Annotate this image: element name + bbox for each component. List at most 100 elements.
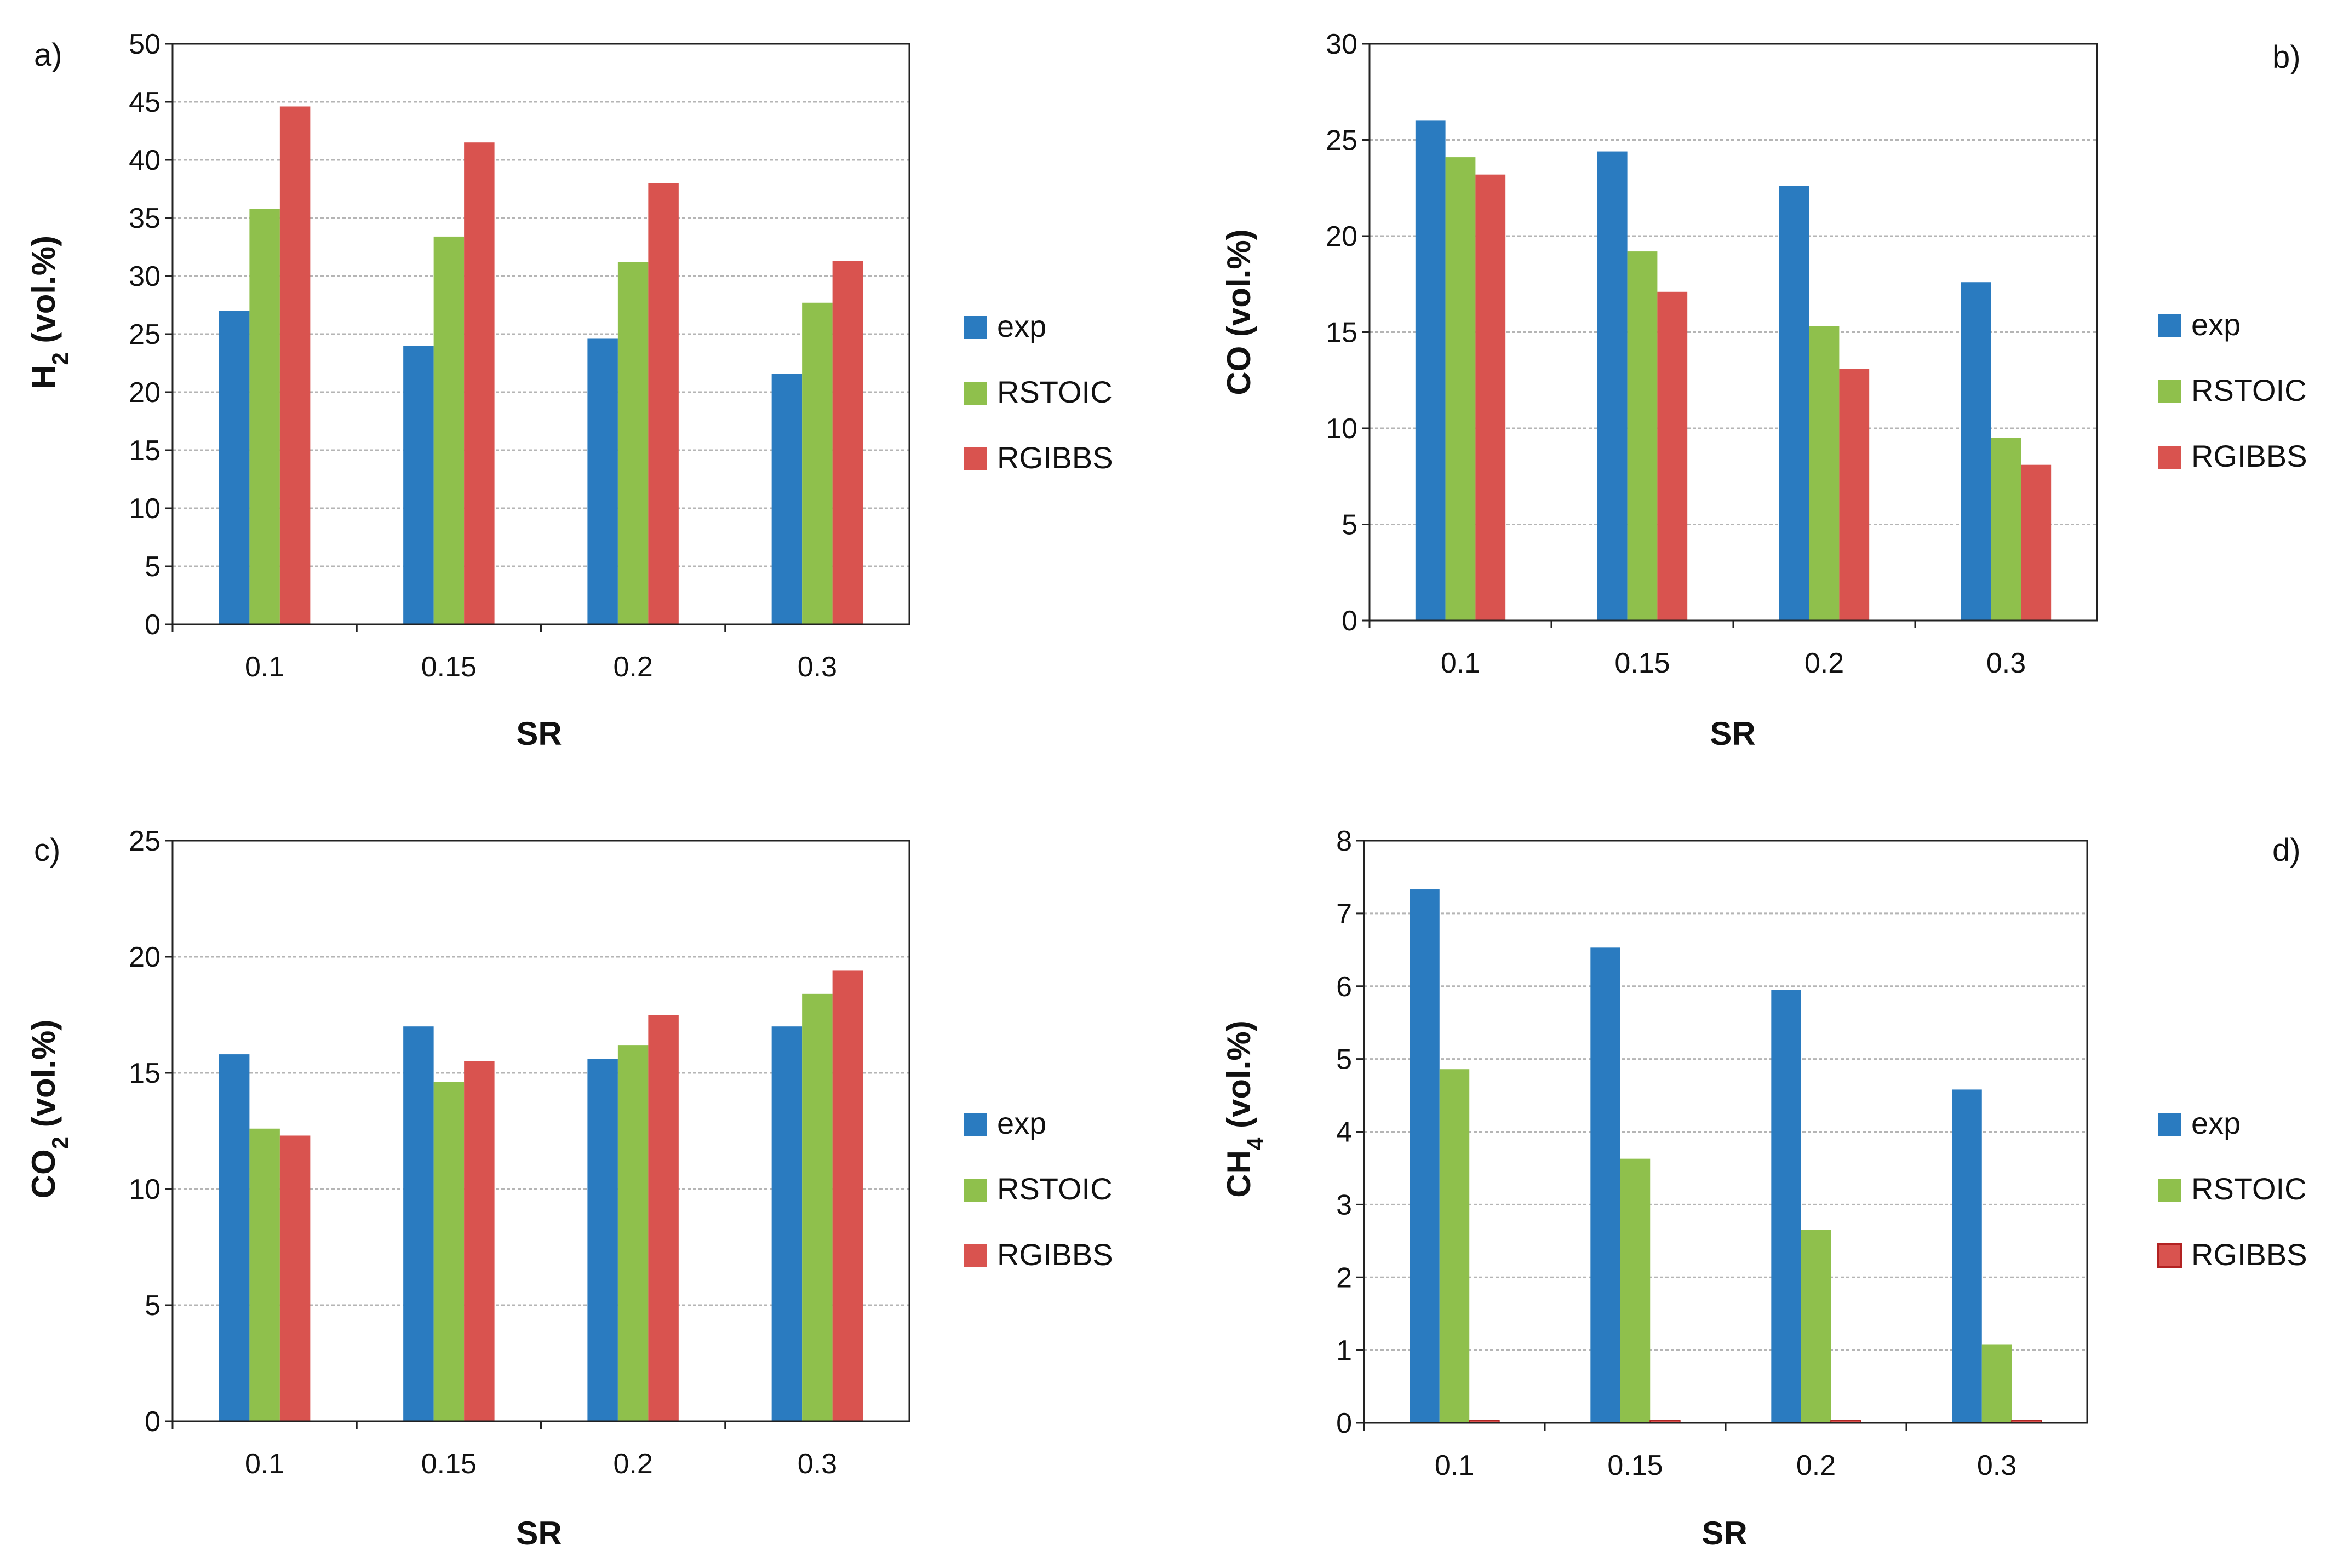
y-tick-label: 15 bbox=[1326, 317, 1357, 349]
bar-rstoic-0.2 bbox=[617, 1045, 649, 1421]
x-tick-label: 0.2 bbox=[613, 651, 652, 683]
bar-exp-0.15 bbox=[403, 346, 434, 624]
legend-label-rstoic: RSTOIC bbox=[2191, 373, 2307, 407]
legend-label-exp: exp bbox=[997, 309, 1046, 343]
y-tick-label: 0 bbox=[145, 609, 161, 641]
bar-rgibbs-0.2 bbox=[1839, 369, 1870, 621]
bar-rstoic-0.1 bbox=[249, 1128, 280, 1421]
plot-area-d: 0 1 2 3 4 5 6 7 8 0.1 0.15 0.2 0.3 exp RSTOIC RGIBBS bbox=[1336, 825, 2307, 1481]
y-tick-label: 6 bbox=[1336, 971, 1352, 1003]
y-axis-label-rest: (vol.%) bbox=[25, 236, 62, 352]
y-axis-label-sub: 2 bbox=[47, 1136, 73, 1149]
y-tick-label: 10 bbox=[129, 493, 161, 525]
y-axis-label-a: H2 (vol.%) bbox=[25, 236, 73, 389]
bar-exp-0.3 bbox=[771, 374, 803, 624]
bar-rgibbs-0.15 bbox=[464, 142, 495, 624]
bar-rstoic-0.1 bbox=[249, 209, 280, 624]
y-tick-label: 35 bbox=[129, 203, 161, 234]
y-tick-label: 25 bbox=[129, 319, 161, 351]
bar-exp-0.2 bbox=[587, 1059, 618, 1421]
legend-swatch-rgibbs bbox=[2157, 1243, 2182, 1268]
y-tick-label: 5 bbox=[1336, 1044, 1352, 1076]
y-tick-label: 25 bbox=[129, 825, 161, 857]
y-axis-label-rest: (vol.%) bbox=[25, 1020, 62, 1136]
bar-rstoic-0.3 bbox=[1991, 438, 2021, 621]
legend-label-rgibbs: RGIBBS bbox=[2191, 439, 2307, 473]
bar-exp-0.1 bbox=[1410, 889, 1440, 1423]
x-axis-label-a: SR bbox=[516, 715, 562, 752]
chart-panel-a: a) 0 5 10 15 20 25 30 35 40 45 50 0.1 0.15 0.2 0.3 exp R… bbox=[25, 28, 1113, 752]
bar-rstoic-0.15 bbox=[1627, 251, 1658, 621]
y-tick-label: 8 bbox=[1336, 825, 1352, 857]
bar-rstoic-0.3 bbox=[1981, 1344, 2012, 1423]
x-tick-label: 0.1 bbox=[1441, 647, 1480, 679]
x-tick-label: 0.3 bbox=[798, 1448, 837, 1480]
plot-frame bbox=[171, 43, 910, 625]
legend-swatch-rgibbs bbox=[964, 447, 987, 470]
x-axis-label-b: SR bbox=[1710, 715, 1755, 752]
y-axis-label-b: CO (vol.%) bbox=[1221, 229, 1257, 395]
y-tick-label: 0 bbox=[1342, 605, 1357, 637]
y-axis-label-sub: 4 bbox=[1242, 1137, 1268, 1150]
panel-label-a: a) bbox=[34, 37, 62, 73]
bar-rgibbs-0.15 bbox=[1657, 291, 1688, 621]
bar-rgibbs-0.3 bbox=[2021, 464, 2052, 621]
y-axis-label-sub: 2 bbox=[47, 352, 73, 365]
bar-rstoic-0.15 bbox=[433, 236, 465, 624]
y-tick-label: 4 bbox=[1336, 1117, 1352, 1148]
bar-rgibbs-0.2 bbox=[648, 183, 679, 624]
y-tick-label: 10 bbox=[129, 1174, 161, 1205]
y-tick-label: 15 bbox=[129, 435, 161, 467]
x-tick-label: 0.1 bbox=[245, 1448, 284, 1480]
panel-label-b: b) bbox=[2272, 39, 2301, 75]
plot-area-b: 0 5 10 15 20 25 30 0.1 0.15 0.2 0.3 exp RSTOIC RGIBBS bbox=[1326, 28, 2307, 679]
y-tick-label: 20 bbox=[129, 377, 161, 409]
plot-frame bbox=[171, 840, 910, 1422]
y-axis-label-main: CH bbox=[1221, 1150, 1257, 1198]
bar-exp-0.3 bbox=[1961, 282, 1991, 621]
y-axis-label-main: CO bbox=[1221, 346, 1257, 395]
panel-label-c: c) bbox=[34, 832, 60, 868]
bar-rstoic-0.2 bbox=[1801, 1230, 1831, 1423]
y-tick-label: 30 bbox=[1326, 28, 1357, 60]
panel-label-d: d) bbox=[2272, 832, 2301, 868]
x-tick-label: 0.15 bbox=[1607, 1450, 1663, 1481]
bar-rgibbs-0.15 bbox=[464, 1061, 495, 1421]
legend-swatch-exp bbox=[964, 316, 987, 339]
y-axis-label-main: H bbox=[25, 365, 62, 389]
legend-label-rgibbs: RGIBBS bbox=[2191, 1237, 2307, 1272]
bar-rgibbs-0.1 bbox=[1475, 174, 1506, 621]
y-tick-label: 30 bbox=[129, 261, 161, 292]
x-tick-label: 0.1 bbox=[245, 651, 284, 683]
legend-swatch-rgibbs bbox=[964, 1244, 987, 1267]
bar-exp-0.1 bbox=[219, 311, 250, 624]
legend-swatch-rstoic bbox=[2158, 1179, 2181, 1202]
y-axis-label-main: CO bbox=[25, 1149, 62, 1198]
legend-label-rstoic: RSTOIC bbox=[997, 1171, 1113, 1206]
x-tick-label: 0.15 bbox=[421, 651, 477, 683]
legend-swatch-rstoic bbox=[2158, 380, 2181, 403]
y-tick-label: 0 bbox=[145, 1406, 161, 1438]
y-tick-label: 5 bbox=[1342, 509, 1357, 541]
bar-exp-0.1 bbox=[219, 1054, 250, 1421]
chart-panel-d: d) 0 1 2 3 4 5 6 7 8 0.1 0.15 0.2 0.3 exp RSTOIC RGIBBS… bbox=[1221, 825, 2307, 1552]
bar-rstoic-0.1 bbox=[1439, 1069, 1470, 1423]
x-tick-label: 0.3 bbox=[1986, 647, 2026, 679]
legend-label-rgibbs: RGIBBS bbox=[997, 440, 1113, 475]
legend-swatch-rstoic bbox=[964, 382, 987, 405]
y-axis-label-rest: (vol.%) bbox=[1221, 229, 1257, 346]
plot-area-c: 0 5 10 15 20 25 0.1 0.15 0.2 0.3 exp RSTOIC RGIBBS bbox=[129, 825, 1113, 1480]
bar-exp-0.15 bbox=[403, 1026, 434, 1421]
legend-swatch-exp bbox=[2158, 314, 2181, 337]
legend-label-rstoic: RSTOIC bbox=[997, 375, 1113, 409]
bar-rstoic-0.3 bbox=[802, 302, 833, 624]
bar-rstoic-0.2 bbox=[1809, 326, 1840, 621]
bar-exp-0.15 bbox=[1590, 947, 1620, 1423]
y-tick-label: 5 bbox=[145, 1290, 161, 1322]
bar-rgibbs-0.2 bbox=[648, 1015, 679, 1421]
legend-swatch-rgibbs bbox=[2158, 446, 2181, 469]
bar-rstoic-0.15 bbox=[1620, 1158, 1651, 1423]
y-tick-label: 25 bbox=[1326, 125, 1357, 157]
bar-rstoic-0.2 bbox=[617, 262, 649, 624]
